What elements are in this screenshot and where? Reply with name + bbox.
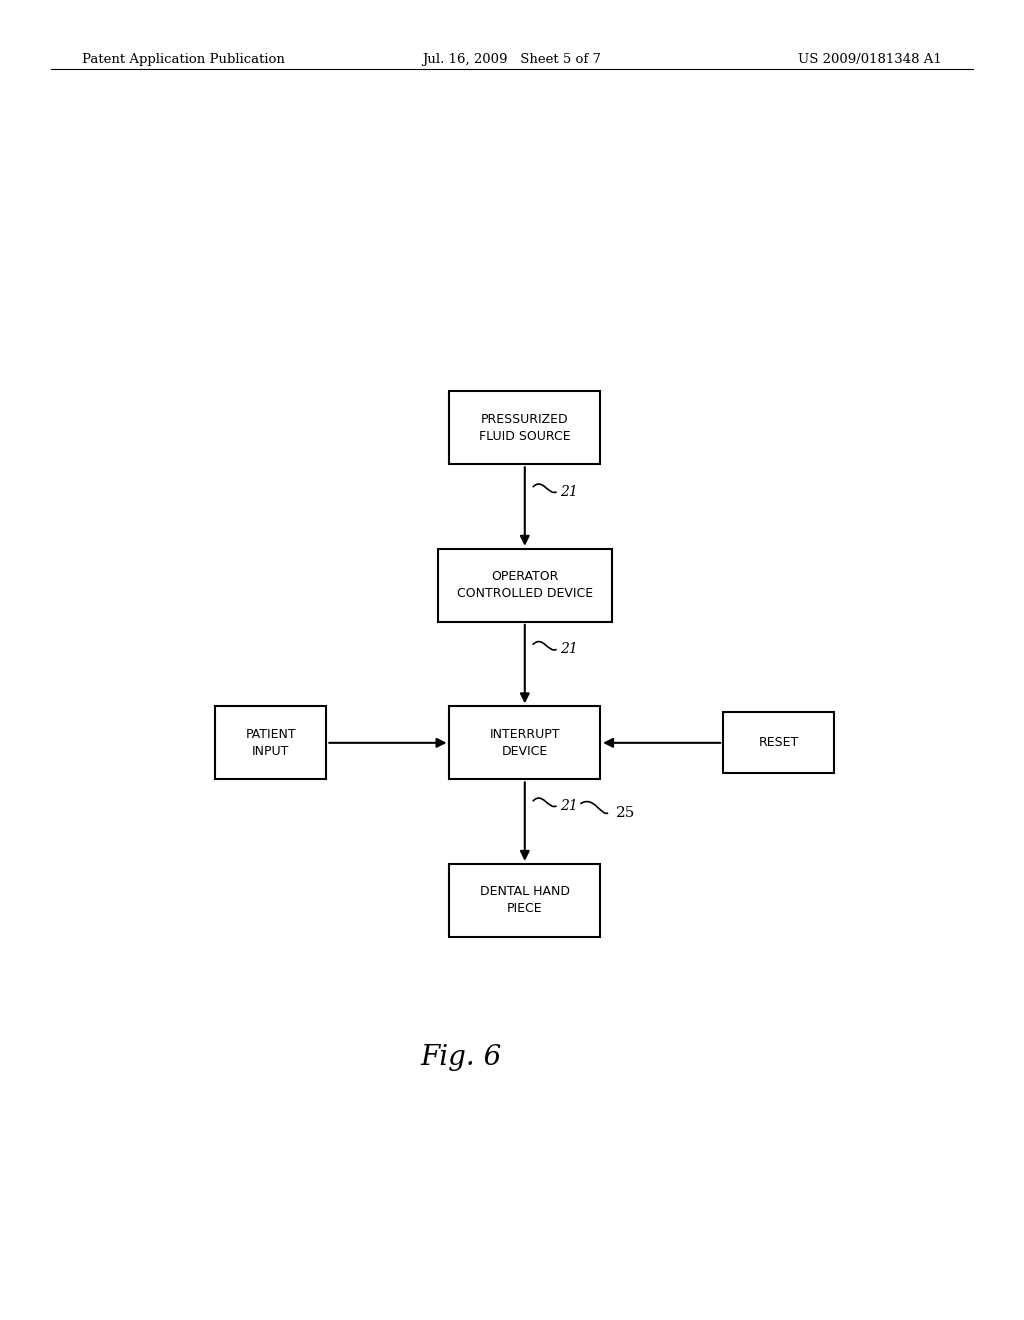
Bar — [450, 706, 600, 779]
Text: 25: 25 — [616, 807, 636, 820]
Text: OPERATOR
CONTROLLED DEVICE: OPERATOR CONTROLLED DEVICE — [457, 570, 593, 601]
Bar — [450, 391, 600, 465]
Text: RESET: RESET — [759, 737, 799, 750]
Bar — [437, 549, 612, 622]
Bar — [450, 863, 600, 937]
Text: Jul. 16, 2009   Sheet 5 of 7: Jul. 16, 2009 Sheet 5 of 7 — [423, 53, 601, 66]
Text: 21: 21 — [560, 799, 579, 813]
Text: US 2009/0181348 A1: US 2009/0181348 A1 — [799, 53, 942, 66]
Text: PATIENT
INPUT: PATIENT INPUT — [246, 727, 296, 758]
Bar — [215, 706, 327, 779]
Text: 21: 21 — [560, 643, 579, 656]
Text: DENTAL HAND
PIECE: DENTAL HAND PIECE — [480, 886, 569, 915]
Bar — [723, 713, 835, 774]
Text: Fig. 6: Fig. 6 — [421, 1044, 502, 1072]
Text: PRESSURIZED
FLUID SOURCE: PRESSURIZED FLUID SOURCE — [479, 413, 570, 442]
Text: Patent Application Publication: Patent Application Publication — [82, 53, 285, 66]
Text: 21: 21 — [560, 484, 579, 499]
Text: INTERRUPT
DEVICE: INTERRUPT DEVICE — [489, 727, 560, 758]
